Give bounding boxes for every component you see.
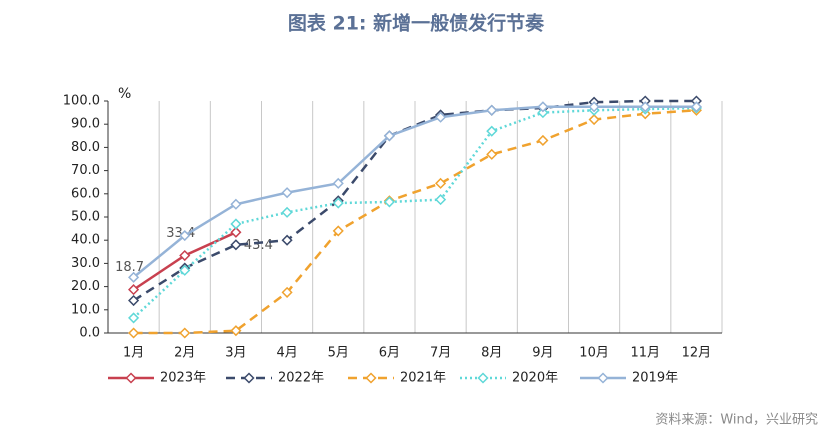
- point: [179, 229, 191, 242]
- x-tick-label: 3月: [225, 346, 246, 361]
- x-tick-label: 4月: [276, 346, 297, 361]
- series-line: [132, 106, 697, 319]
- point: [128, 312, 140, 324]
- legend-label: 2020年: [512, 371, 558, 386]
- series-line: [132, 99, 697, 302]
- y-tick-label: 40.0: [71, 233, 100, 248]
- x-tick-label: 6月: [379, 346, 400, 361]
- x-tick-label: 2月: [174, 346, 195, 361]
- x-tick-label: 9月: [532, 346, 553, 361]
- y-unit: %: [118, 86, 131, 102]
- x-tick-label: 10月: [579, 346, 609, 361]
- x-tick-label: 11月: [630, 346, 660, 361]
- point: [486, 148, 498, 160]
- data-label: 43.4: [244, 238, 273, 253]
- point: [332, 177, 344, 189]
- point: [128, 327, 140, 339]
- legend-marker: [125, 372, 137, 384]
- legend-marker: [365, 372, 377, 384]
- point: [230, 226, 242, 238]
- point: [179, 327, 191, 339]
- point: [537, 101, 549, 113]
- series-line: [133, 109, 697, 335]
- point: [435, 194, 447, 206]
- x-tick-label: 12月: [682, 346, 712, 361]
- source: 资料来源：Wind，兴业研究: [655, 413, 818, 428]
- point: [383, 130, 395, 142]
- point: [435, 177, 447, 189]
- point: [588, 101, 600, 113]
- legend-label: 2022年: [278, 371, 324, 386]
- y-tick-label: 80.0: [71, 140, 100, 155]
- legend-marker: [597, 372, 609, 384]
- y-tick-label: 50.0: [71, 210, 100, 225]
- point: [281, 286, 293, 298]
- point: [690, 101, 702, 113]
- chart-title: 图表 21: 新增一般债发行节奏: [288, 12, 545, 35]
- x-tick-label: 8月: [481, 346, 502, 361]
- y-tick-label: 30.0: [71, 256, 100, 271]
- point: [179, 264, 191, 276]
- point: [486, 125, 498, 137]
- y-tick-label: 10.0: [71, 302, 100, 317]
- point: [230, 239, 242, 251]
- point: [537, 107, 549, 119]
- point: [281, 187, 293, 199]
- point: [486, 104, 498, 116]
- point: [332, 197, 344, 209]
- point: [281, 234, 293, 246]
- y-tick-label: 0.0: [79, 326, 100, 341]
- y-tick-label: 70.0: [71, 163, 100, 178]
- y-tick-label: 20.0: [71, 279, 100, 294]
- point: [281, 206, 293, 218]
- legend-label: 2019年: [632, 371, 678, 386]
- legend-label: 2021年: [400, 371, 446, 386]
- point: [639, 101, 651, 113]
- y-tick-label: 90.0: [71, 117, 100, 132]
- legend-marker: [243, 372, 255, 384]
- x-tick-label: 7月: [430, 346, 451, 361]
- x-tick-label: 5月: [328, 346, 349, 361]
- point: [128, 271, 140, 283]
- data-label: 18.7: [115, 260, 144, 275]
- point: [383, 196, 395, 208]
- point: [230, 198, 242, 210]
- x-tick-label: 1月: [123, 346, 144, 361]
- y-tick-label: 60.0: [71, 186, 100, 201]
- point: [332, 225, 344, 237]
- point: [230, 218, 242, 230]
- point: [128, 284, 140, 296]
- point: [435, 111, 447, 123]
- legend-marker: [477, 372, 489, 384]
- legend-label: 2023年: [160, 371, 206, 386]
- series-line: [132, 105, 697, 279]
- point: [128, 294, 140, 307]
- point: [588, 113, 600, 126]
- point: [230, 325, 242, 337]
- point: [537, 134, 549, 147]
- point: [179, 249, 191, 262]
- y-tick-label: 100.0: [63, 94, 100, 109]
